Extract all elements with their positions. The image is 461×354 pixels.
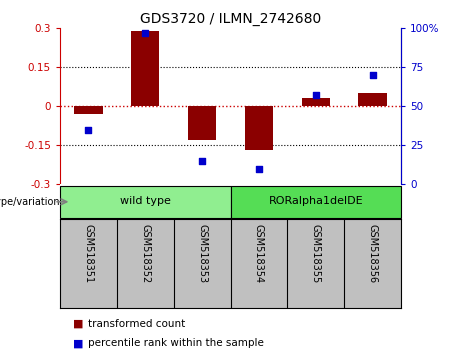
Text: percentile rank within the sample: percentile rank within the sample bbox=[88, 338, 264, 348]
Text: GSM518352: GSM518352 bbox=[140, 224, 150, 283]
Bar bbox=[245, 106, 273, 150]
Text: GSM518353: GSM518353 bbox=[197, 224, 207, 283]
Point bbox=[312, 92, 319, 98]
Text: ■: ■ bbox=[73, 319, 83, 329]
Bar bbox=[188, 106, 216, 140]
Bar bbox=[60, 186, 230, 218]
Bar bbox=[230, 186, 401, 218]
Title: GDS3720 / ILMN_2742680: GDS3720 / ILMN_2742680 bbox=[140, 12, 321, 26]
Bar bbox=[358, 93, 387, 106]
Text: RORalpha1delDE: RORalpha1delDE bbox=[268, 196, 363, 206]
Text: GSM518356: GSM518356 bbox=[367, 224, 378, 283]
Text: genotype/variation: genotype/variation bbox=[0, 197, 60, 207]
Bar bbox=[74, 106, 102, 114]
Text: GSM518351: GSM518351 bbox=[83, 224, 94, 283]
Text: wild type: wild type bbox=[120, 196, 171, 206]
Point bbox=[198, 158, 206, 164]
Point bbox=[369, 72, 376, 78]
Bar bbox=[131, 31, 160, 106]
Point bbox=[85, 127, 92, 132]
Point bbox=[142, 30, 149, 36]
Text: GSM518355: GSM518355 bbox=[311, 224, 321, 283]
Text: ■: ■ bbox=[73, 338, 83, 348]
Text: transformed count: transformed count bbox=[88, 319, 185, 329]
Point bbox=[255, 166, 263, 171]
Text: GSM518354: GSM518354 bbox=[254, 224, 264, 283]
Bar bbox=[301, 98, 330, 106]
